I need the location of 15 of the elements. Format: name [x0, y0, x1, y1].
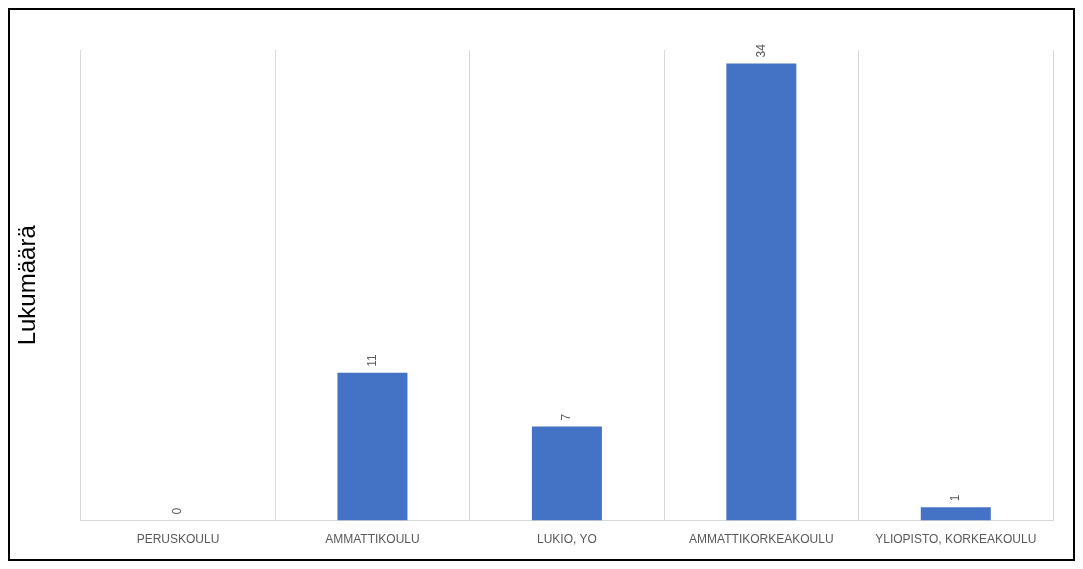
data-label: 7: [559, 413, 574, 421]
data-label: 1: [948, 494, 963, 502]
bar: [726, 63, 797, 521]
bar: [531, 426, 602, 521]
bar: [337, 372, 408, 521]
x-tick-label: YLIOPISTO, KORKEAKOULU: [875, 532, 1037, 547]
x-tick-label: AMMATTIKORKEAKOULU: [689, 532, 834, 547]
x-tick-label: PERUSKOULU: [136, 532, 220, 547]
x-tick-label: LUKIO, YO: [536, 532, 597, 547]
bar: [920, 507, 991, 521]
data-label: 34: [753, 43, 768, 58]
x-tick-label: AMMATTIKOULU: [325, 532, 420, 547]
data-label: 0: [170, 507, 185, 515]
data-label: 11: [364, 353, 379, 367]
y-axis-title: Lukumäärä: [13, 224, 41, 346]
